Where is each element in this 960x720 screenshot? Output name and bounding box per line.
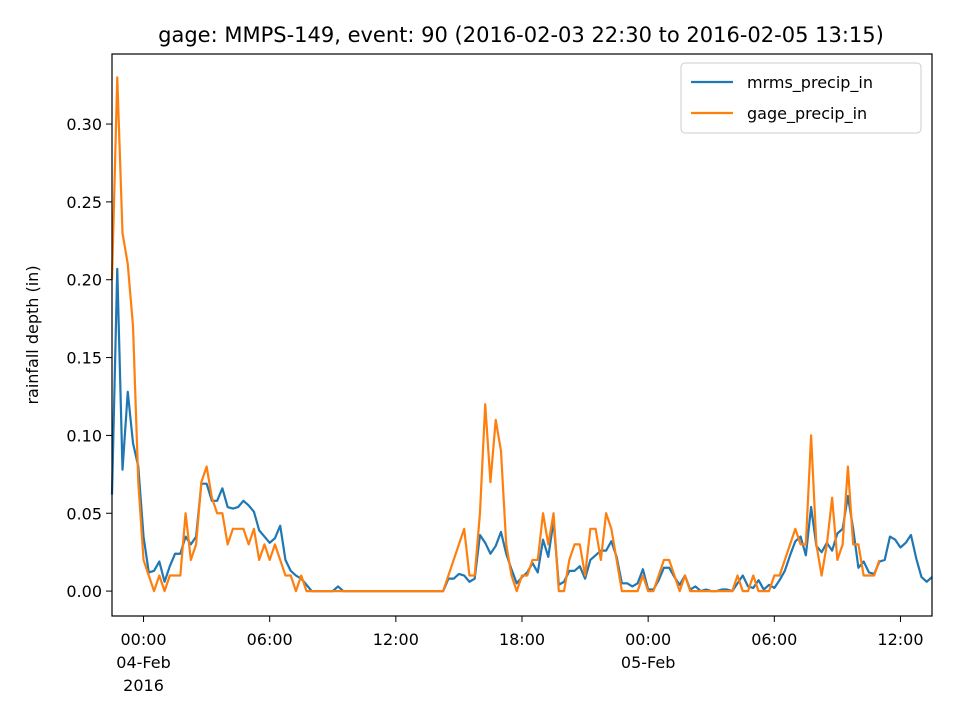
x-tick-label: 12:00 bbox=[877, 630, 923, 649]
x-tick-label: 06:00 bbox=[751, 630, 797, 649]
y-axis-label: rainfall depth (in) bbox=[23, 265, 42, 404]
series-line-gage_precip_in bbox=[110, 76, 881, 593]
plot-area bbox=[110, 76, 933, 593]
x-tick-label: 12:00 bbox=[373, 630, 419, 649]
legend-box bbox=[680, 62, 922, 134]
y-tick-label: 0.05 bbox=[66, 504, 102, 523]
y-tick-label: 0.10 bbox=[66, 426, 102, 445]
legend: mrms_precip_in gage_precip_in bbox=[680, 62, 922, 134]
x-tick-label: 00:00 bbox=[120, 630, 166, 649]
y-tick-label: 0.25 bbox=[66, 193, 102, 212]
legend-label-gage: gage_precip_in bbox=[747, 104, 867, 124]
y-tick-label: 0.20 bbox=[66, 271, 102, 290]
y-tick-label: 0.15 bbox=[66, 349, 102, 368]
y-tick-label: 0.00 bbox=[66, 582, 102, 601]
series-line-mrms_precip_in bbox=[110, 267, 933, 593]
y-axis: 0.00 0.05 0.10 0.15 0.20 0.25 0.30 bbox=[66, 115, 112, 601]
x-tick-label: 00:00 bbox=[625, 630, 671, 649]
x-tick-label: 18:00 bbox=[499, 630, 545, 649]
y-tick-label: 0.30 bbox=[66, 115, 102, 134]
x-tick-label: 04-Feb bbox=[116, 653, 170, 672]
chart-title: gage: MMPS-149, event: 90 (2016-02-03 22… bbox=[158, 23, 884, 47]
x-axis: 00:00 04-Feb 2016 06:00 12:00 18:00 00:00 05-Fe… bbox=[116, 616, 924, 695]
x-tick-label: 05-Feb bbox=[621, 653, 675, 672]
x-tick-label: 06:00 bbox=[247, 630, 293, 649]
legend-label-mrms: mrms_precip_in bbox=[747, 73, 873, 93]
x-tick-label: 2016 bbox=[123, 676, 164, 695]
